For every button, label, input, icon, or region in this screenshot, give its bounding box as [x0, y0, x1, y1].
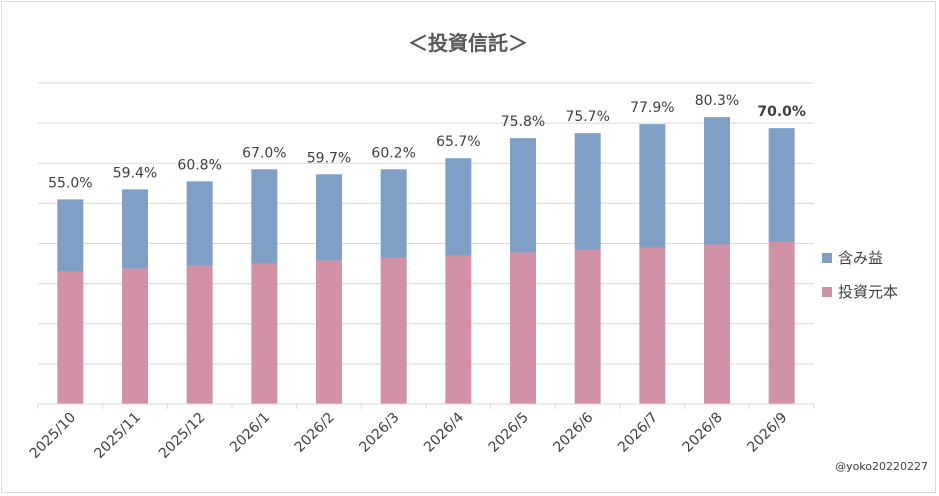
bar-unrealized-gain [251, 169, 278, 264]
bar-unrealized-gain [380, 169, 407, 258]
bar-principal [768, 241, 795, 404]
bar-principal [704, 244, 730, 404]
data-label: 65.7% [436, 134, 480, 150]
bar-principal [574, 249, 601, 404]
data-label: 70.0% [757, 104, 806, 120]
credit-text: @yoko20220227 [835, 460, 928, 473]
legend-label: 投資元本 [838, 283, 898, 301]
x-tick-label: 2026/5 [486, 410, 532, 456]
x-tick-label: 2026/8 [680, 410, 726, 456]
bar-unrealized-gain [445, 158, 472, 256]
data-label: 75.7% [565, 109, 609, 125]
x-tick-label: 2025/11 [91, 410, 143, 462]
gridlines [38, 82, 814, 365]
bar-unrealized-gain [639, 124, 666, 248]
legend-swatch [822, 253, 832, 263]
bar-unrealized-gain [574, 133, 601, 250]
bar-principal [510, 252, 536, 404]
bar-unrealized-gain [316, 174, 342, 261]
bar-principal [251, 263, 278, 404]
bar-principal [316, 260, 342, 404]
x-axis: 2025/10 2025/11 2025/12 2026/1 2026/2 2026/3 2… [27, 403, 815, 462]
bar-unrealized-gain [57, 199, 84, 272]
bars [57, 117, 795, 404]
x-tick-label: 2026/9 [744, 410, 790, 456]
x-tick-label: 2026/6 [550, 409, 596, 455]
data-label: 60.8% [177, 157, 221, 173]
bar-unrealized-gain [122, 189, 148, 269]
bar-principal [57, 271, 84, 404]
x-tick-label: 2026/3 [356, 410, 402, 456]
bar-principal [380, 257, 407, 404]
legend-swatch [822, 287, 832, 297]
bar-unrealized-gain [510, 138, 536, 253]
bar-principal [122, 268, 148, 404]
bar-unrealized-gain [704, 117, 730, 245]
bar-unrealized-gain [768, 128, 795, 242]
data-labels: 55.0% 59.4% 60.8% 67.0% 59.7% 60.2% 65.7% 75.8%… [48, 93, 806, 191]
legend-label: 含み益 [838, 249, 883, 267]
bar-principal [445, 255, 472, 404]
chart-title: ＜投資信託＞ [408, 31, 528, 55]
x-tick-label: 2026/4 [421, 409, 467, 455]
x-tick-label: 2026/2 [292, 410, 338, 456]
bar-principal [639, 247, 666, 404]
data-label: 67.0% [242, 145, 286, 161]
data-label: 59.7% [307, 150, 351, 166]
data-label: 80.3% [695, 93, 739, 109]
bar-principal [186, 265, 213, 404]
bar-unrealized-gain [186, 181, 213, 266]
data-label: 59.4% [113, 165, 157, 181]
x-tick-label: 2026/7 [615, 410, 661, 456]
data-label: 55.0% [48, 175, 92, 191]
data-label: 77.9% [630, 100, 674, 116]
x-tick-label: 2025/12 [156, 410, 208, 462]
data-label: 60.2% [371, 145, 415, 161]
data-label: 75.8% [501, 114, 545, 130]
x-tick-label: 2025/10 [27, 410, 79, 462]
x-tick-label: 2026/1 [227, 410, 273, 456]
